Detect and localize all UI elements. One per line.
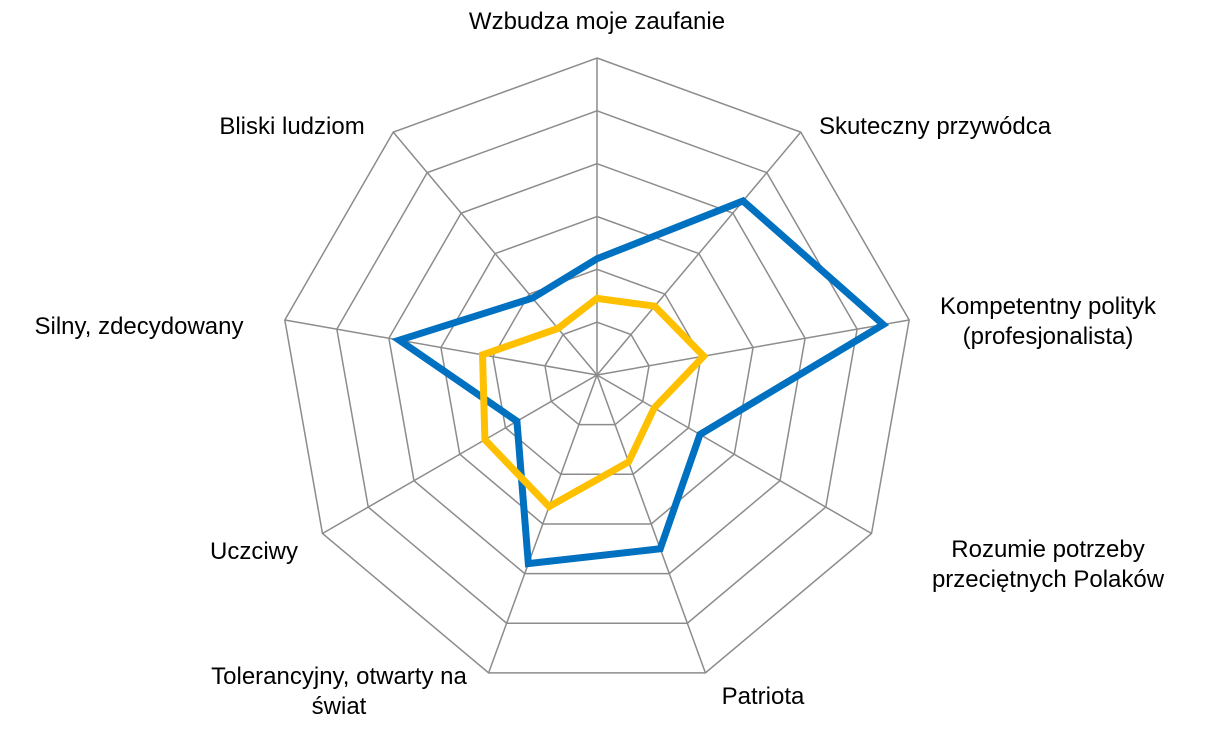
spoke xyxy=(392,131,598,376)
spoke xyxy=(487,374,598,674)
spoke xyxy=(596,319,910,376)
axis-label: Skuteczny przywódca xyxy=(818,113,1052,140)
spoke xyxy=(596,374,872,535)
grid-ring xyxy=(284,57,910,674)
axis-label: Silny, zdecydowany xyxy=(34,313,244,340)
grid-ring xyxy=(544,321,650,426)
series-line xyxy=(478,294,709,511)
axis-label: Tolerancyjny, otwarty na świat xyxy=(211,663,467,720)
spoke xyxy=(596,131,802,376)
axis-label: Wzbudza moje zaufanie xyxy=(468,8,726,35)
grid-ring xyxy=(388,162,806,575)
axis-label: Bliski ludziom xyxy=(219,113,365,140)
axis-label: Uczciwy xyxy=(210,538,298,565)
grid-ring xyxy=(492,268,702,476)
grid-ring xyxy=(440,215,754,525)
axis-label: Rozumie potrzeby przeciętnych Polaków xyxy=(931,536,1165,593)
series-line xyxy=(391,196,890,568)
spoke xyxy=(322,374,598,535)
axis-label: Patriota xyxy=(721,683,805,710)
grid-ring xyxy=(336,110,858,624)
axis-label: Kompetentny polityk (profesjonalista) xyxy=(939,293,1157,350)
spoke xyxy=(284,319,598,376)
spoke xyxy=(596,374,707,674)
